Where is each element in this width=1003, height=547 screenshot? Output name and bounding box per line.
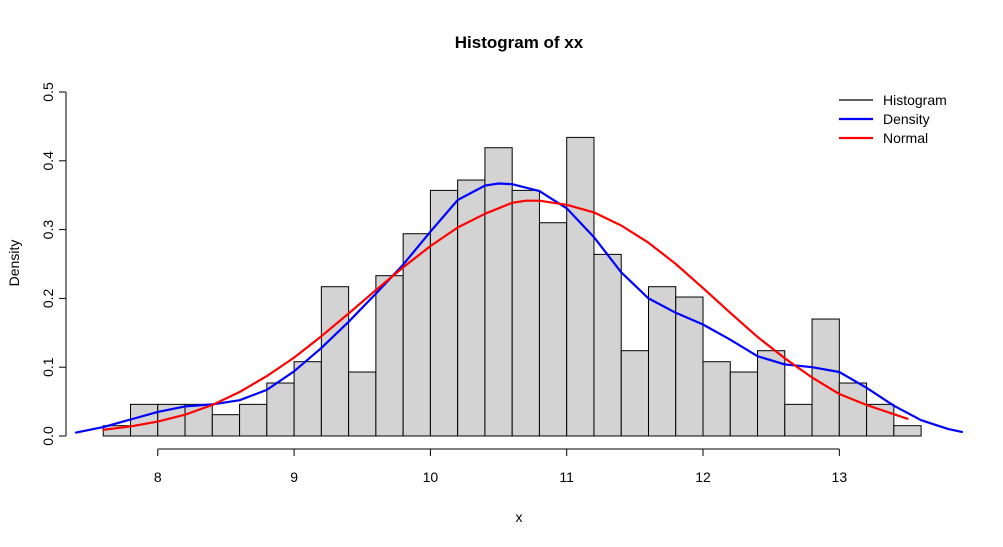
chart-title: Histogram of xx bbox=[455, 33, 584, 52]
histogram-bar bbox=[593, 253, 622, 437]
x-tick-label: 8 bbox=[154, 469, 162, 485]
curves bbox=[74, 182, 964, 434]
histogram-bar bbox=[484, 147, 513, 437]
histogram-bars bbox=[102, 136, 922, 437]
y-tick-label: 0.0 bbox=[40, 426, 56, 446]
histogram-bar bbox=[320, 286, 350, 437]
histogram-bar bbox=[647, 286, 677, 437]
histogram-bar bbox=[375, 275, 404, 437]
y-tick-label: 0.1 bbox=[40, 357, 56, 377]
histogram-bar bbox=[130, 403, 159, 437]
histogram-bar bbox=[784, 403, 813, 437]
histogram-bar bbox=[675, 296, 704, 437]
histogram-bar bbox=[293, 361, 322, 437]
y-tick-label: 0.3 bbox=[40, 220, 56, 240]
density-curve bbox=[74, 182, 964, 434]
x-axis-label: x bbox=[516, 509, 523, 525]
histogram-bar bbox=[838, 382, 868, 437]
histogram-bar bbox=[511, 189, 540, 437]
legend-label-histogram: Histogram bbox=[883, 92, 947, 108]
legend-label-density: Density bbox=[883, 111, 930, 127]
x-axis: 8 9 10 11 12 13 bbox=[154, 448, 848, 485]
histogram-bar bbox=[239, 403, 268, 437]
histogram-bar bbox=[566, 136, 595, 437]
histogram-bar bbox=[702, 361, 731, 437]
histogram-bar bbox=[757, 350, 786, 437]
x-tick-label: 13 bbox=[832, 469, 848, 485]
y-axis: 0.0 0.1 0.2 0.3 0.4 0.5 bbox=[40, 82, 67, 446]
histogram-bar bbox=[266, 382, 295, 437]
x-tick-label: 10 bbox=[423, 469, 439, 485]
y-tick-label: 0.5 bbox=[40, 82, 56, 102]
legend-label-normal: Normal bbox=[883, 130, 928, 146]
legend: Histogram Density Normal bbox=[839, 92, 947, 146]
x-tick-label: 9 bbox=[290, 469, 298, 485]
histogram-bar bbox=[811, 318, 840, 437]
histogram-bar bbox=[538, 222, 568, 437]
histogram-bar bbox=[893, 425, 922, 437]
y-tick-label: 0.2 bbox=[40, 288, 56, 308]
histogram-bar bbox=[457, 179, 486, 437]
histogram-bar bbox=[211, 414, 241, 437]
y-tick-label: 0.4 bbox=[40, 151, 56, 171]
normal-curve bbox=[102, 199, 909, 431]
histogram-bar bbox=[729, 371, 759, 437]
x-tick-label: 11 bbox=[559, 469, 574, 485]
y-axis-label: Density bbox=[6, 240, 22, 287]
histogram-bar bbox=[348, 371, 377, 437]
histogram-bar bbox=[620, 350, 649, 437]
x-tick-label: 12 bbox=[695, 469, 711, 485]
